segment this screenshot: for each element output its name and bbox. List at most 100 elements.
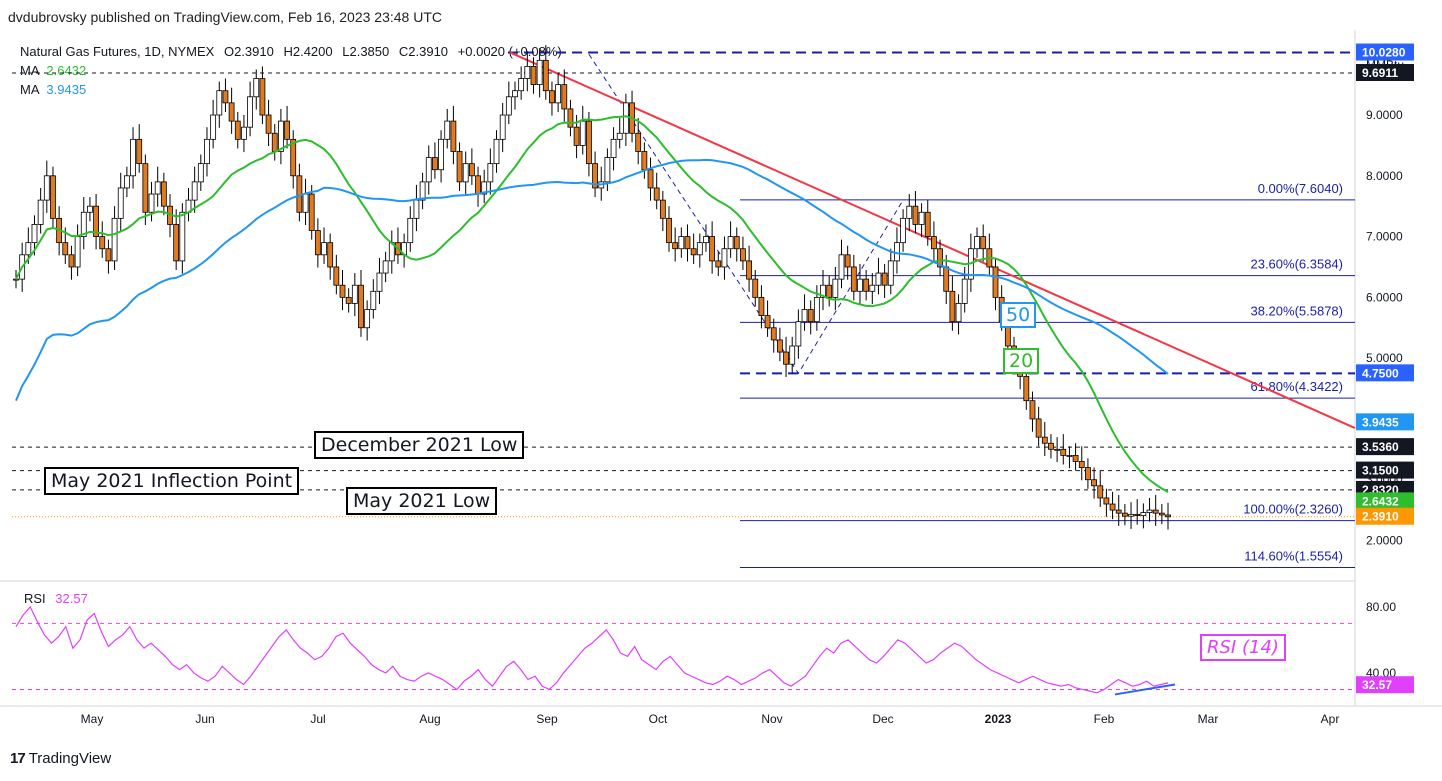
candle-body	[364, 309, 371, 329]
y-tick-label: 9.0000	[1366, 108, 1403, 122]
candle-body	[801, 309, 808, 323]
candle-body	[1066, 454, 1073, 457]
y-tick-label: 2.0000	[1366, 533, 1403, 547]
candle-body	[641, 151, 648, 171]
candle-body	[937, 248, 943, 268]
rsi14-callout: RSI (14)	[1200, 634, 1286, 661]
candle-body	[160, 181, 167, 207]
y-tick-label: 5.0000	[1366, 351, 1403, 365]
ma20-line	[15, 115, 1169, 493]
candle-body	[512, 90, 518, 98]
candle-body	[592, 163, 598, 189]
candle-body	[1121, 512, 1128, 517]
ma50-legend[interactable]: MA 3.9435	[20, 82, 86, 97]
candle-body	[425, 157, 432, 183]
ma50-legend-value: 3.9435	[46, 82, 87, 97]
candle-body	[1097, 485, 1104, 499]
candle-body	[678, 236, 685, 250]
candle-body	[31, 224, 38, 244]
rsi-legend: RSI 32.57	[24, 591, 88, 606]
candle-body	[943, 266, 950, 292]
candle-body	[339, 284, 346, 298]
candle-body	[974, 236, 980, 250]
candle-body	[271, 132, 278, 152]
candle-body	[549, 90, 555, 104]
ohlc-header: Natural Gas Futures, 1D, NYMEX O2.3910 H…	[20, 44, 562, 59]
low-value: L2.3850	[342, 44, 390, 59]
candle-body	[105, 248, 112, 262]
y-tick-label: 7.0000	[1366, 230, 1403, 244]
candle-body	[259, 78, 266, 116]
candle-body	[438, 138, 444, 171]
candle-body	[413, 199, 420, 219]
price-badge-label: 2.6432	[1362, 494, 1399, 508]
candle-body	[752, 278, 759, 298]
x-tick-label: Feb	[1094, 712, 1115, 726]
candle-body	[807, 309, 814, 323]
candle-body	[826, 284, 833, 298]
candle-body	[74, 236, 81, 268]
candle-body	[1048, 442, 1054, 450]
candle-body	[1035, 418, 1042, 438]
candle-body	[432, 157, 438, 171]
candle-body	[50, 175, 56, 219]
price-badge	[1356, 413, 1414, 431]
candle-body	[863, 278, 870, 292]
candle-body	[666, 217, 672, 244]
candle-body	[776, 339, 783, 353]
candle-body	[148, 193, 155, 213]
candle-body	[222, 90, 229, 104]
candle-body	[241, 126, 247, 140]
candle-body	[931, 236, 937, 250]
candle-body	[1054, 448, 1061, 451]
candle-body	[419, 181, 426, 201]
candle-body	[881, 272, 888, 286]
price-badge-label: 3.9435	[1362, 415, 1399, 429]
candle-body	[672, 242, 679, 250]
candle-body	[93, 205, 99, 237]
candle-body	[444, 120, 451, 140]
candle-body	[321, 242, 327, 256]
candle-body	[407, 217, 414, 244]
candle-body	[505, 96, 512, 116]
tradingview-brand[interactable]: 17 TradingView	[10, 750, 111, 767]
candle-body	[690, 248, 697, 256]
candle-body	[992, 266, 999, 298]
candle-body	[173, 224, 180, 262]
candle-body	[117, 187, 124, 219]
close-value: C2.3910	[398, 44, 449, 59]
candle-body	[290, 138, 297, 177]
ma20-legend[interactable]: MA 2.6432	[20, 63, 86, 78]
candle-body	[727, 236, 734, 250]
may-2021-inflection-callout: May 2021 Inflection Point	[44, 467, 300, 495]
price-badge-label: 3.1500	[1362, 464, 1399, 478]
candle-body	[783, 351, 789, 365]
candle-body	[475, 175, 481, 195]
candle-body	[912, 205, 919, 225]
candle-body	[327, 242, 334, 268]
candle-body	[123, 175, 130, 189]
fib-level-label: 23.60%(6.3584)	[1250, 257, 1343, 272]
fib-level-label: 100.00%(2.3260)	[1243, 502, 1343, 517]
candle-body	[499, 114, 506, 140]
candle-body	[154, 181, 161, 195]
candle-body	[653, 187, 660, 201]
candle-body	[647, 169, 654, 189]
price-badge	[1356, 438, 1414, 456]
candle-body	[210, 114, 217, 140]
candle-body	[284, 120, 290, 140]
candle-body	[573, 126, 580, 146]
candle-body	[518, 78, 525, 92]
december-2021-low-callout: December 2021 Low	[314, 431, 525, 459]
candle-body	[555, 84, 562, 104]
candle-body	[1103, 497, 1110, 505]
tradingview-brand-label: TradingView	[28, 750, 112, 767]
candle-body	[536, 59, 543, 86]
candle-body	[179, 211, 186, 262]
candle-body	[302, 193, 309, 213]
x-tick-label: Sep	[536, 712, 558, 726]
candle-body	[789, 345, 796, 365]
price-badge-label: 4.7500	[1362, 366, 1399, 380]
candle-body	[813, 296, 820, 323]
